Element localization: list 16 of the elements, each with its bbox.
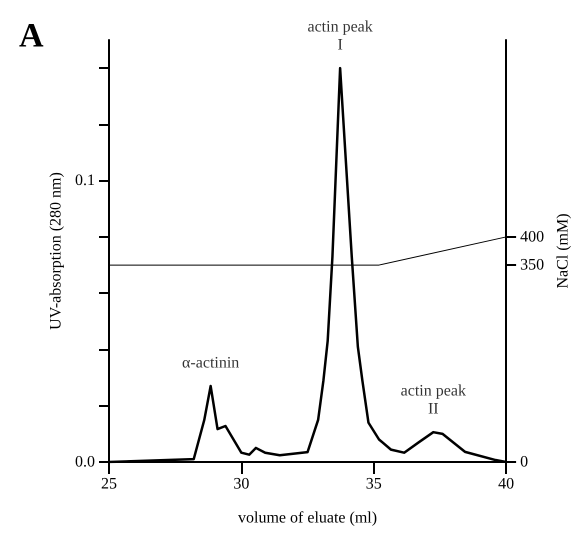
chart-title: A: [19, 18, 44, 54]
y2-axis-title: NaCl (mM): [554, 213, 572, 289]
annotation: actin peak I: [307, 18, 373, 54]
annotation: actin peak II: [400, 382, 466, 418]
y2-tick-label: 0: [520, 454, 528, 470]
y2-tick-label: 400: [520, 228, 544, 246]
x-tick-label: 35: [366, 476, 382, 492]
y2-tick-label: 350: [520, 256, 544, 274]
x-tick-label: 25: [101, 476, 117, 492]
annotation: α-actinin: [182, 354, 240, 372]
x-axis-title: volume of eluate (ml): [238, 510, 378, 526]
y-tick-label: 0.1: [75, 172, 95, 190]
x-tick-label: 30: [233, 476, 250, 492]
y-axis-title: UV-absorption (280 nm): [48, 172, 64, 330]
x-tick-label: 40: [498, 476, 514, 492]
y-tick-label: 0.0: [75, 454, 95, 470]
